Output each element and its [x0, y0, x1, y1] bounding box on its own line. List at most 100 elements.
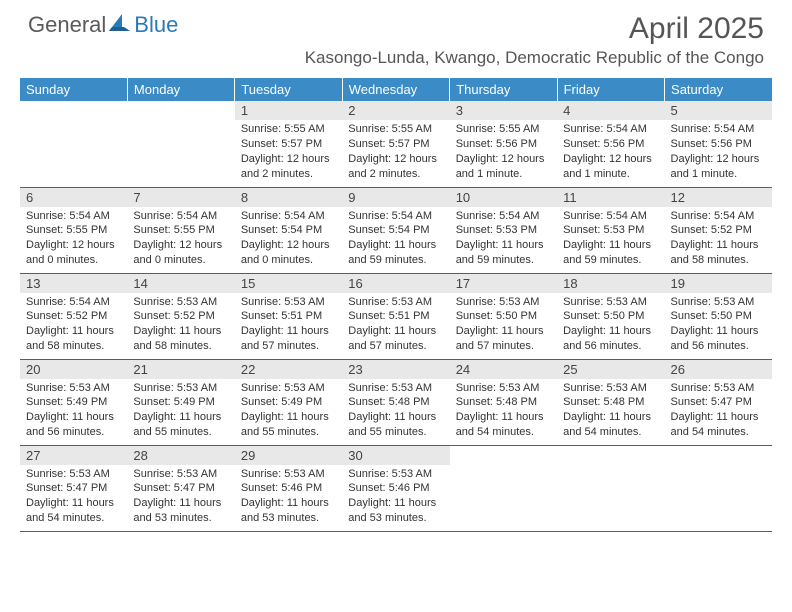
day-number: 13 [20, 274, 127, 293]
day-details: Sunrise: 5:55 AMSunset: 5:57 PMDaylight:… [342, 120, 449, 185]
day-detail-line: Sunset: 5:51 PM [241, 309, 336, 324]
day-detail-line: Daylight: 11 hours [26, 496, 121, 511]
calendar-cell: 23Sunrise: 5:53 AMSunset: 5:48 PMDayligh… [342, 359, 449, 445]
day-details: Sunrise: 5:53 AMSunset: 5:51 PMDaylight:… [235, 293, 342, 358]
calendar-cell: 6Sunrise: 5:54 AMSunset: 5:55 PMDaylight… [20, 187, 127, 273]
day-detail-line: Daylight: 12 hours [348, 152, 443, 167]
day-detail-line: Sunrise: 5:53 AM [348, 467, 443, 482]
calendar-cell: 25Sunrise: 5:53 AMSunset: 5:48 PMDayligh… [557, 359, 664, 445]
day-number: 20 [20, 360, 127, 379]
day-detail-line: and 0 minutes. [133, 253, 228, 268]
day-detail-line: Daylight: 12 hours [133, 238, 228, 253]
month-title: April 2025 [305, 12, 764, 46]
day-header: Sunday [20, 78, 127, 101]
day-detail-line: and 53 minutes. [348, 511, 443, 526]
day-detail-line: Sunrise: 5:53 AM [26, 467, 121, 482]
day-detail-line: Sunrise: 5:53 AM [26, 381, 121, 396]
day-number: 5 [665, 101, 772, 120]
day-detail-line: and 58 minutes. [133, 339, 228, 354]
day-detail-line: Sunset: 5:49 PM [133, 395, 228, 410]
day-detail-line: and 59 minutes. [456, 253, 551, 268]
day-number: 12 [665, 188, 772, 207]
calendar-cell: 26Sunrise: 5:53 AMSunset: 5:47 PMDayligh… [665, 359, 772, 445]
logo-text-blue: Blue [134, 12, 178, 38]
day-detail-line: Sunrise: 5:53 AM [241, 295, 336, 310]
day-detail-line: Sunset: 5:56 PM [671, 137, 766, 152]
day-header: Thursday [450, 78, 557, 101]
day-number: 1 [235, 101, 342, 120]
day-detail-line: and 59 minutes. [348, 253, 443, 268]
day-detail-line: Daylight: 12 hours [671, 152, 766, 167]
day-detail-line: Daylight: 11 hours [456, 238, 551, 253]
logo-sail-icon [109, 14, 131, 37]
day-detail-line: Sunrise: 5:53 AM [456, 295, 551, 310]
day-detail-line: Daylight: 12 hours [241, 238, 336, 253]
day-detail-line: and 54 minutes. [26, 511, 121, 526]
day-detail-line: Sunrise: 5:54 AM [456, 209, 551, 224]
day-detail-line: and 55 minutes. [241, 425, 336, 440]
day-detail-line: and 1 minute. [563, 167, 658, 182]
day-detail-line: Sunset: 5:52 PM [26, 309, 121, 324]
day-details: Sunrise: 5:53 AMSunset: 5:50 PMDaylight:… [665, 293, 772, 358]
day-number: 10 [450, 188, 557, 207]
calendar-cell: 11Sunrise: 5:54 AMSunset: 5:53 PMDayligh… [557, 187, 664, 273]
day-header: Saturday [665, 78, 772, 101]
calendar-table: Sunday Monday Tuesday Wednesday Thursday… [20, 78, 772, 532]
day-detail-line: and 53 minutes. [133, 511, 228, 526]
day-detail-line: Sunset: 5:50 PM [671, 309, 766, 324]
day-details: Sunrise: 5:54 AMSunset: 5:55 PMDaylight:… [127, 207, 234, 272]
day-detail-line: Daylight: 11 hours [133, 410, 228, 425]
day-detail-line: Sunset: 5:56 PM [456, 137, 551, 152]
day-details: Sunrise: 5:53 AMSunset: 5:46 PMDaylight:… [342, 465, 449, 530]
day-number: 16 [342, 274, 449, 293]
calendar-cell: 13Sunrise: 5:54 AMSunset: 5:52 PMDayligh… [20, 273, 127, 359]
day-detail-line: and 0 minutes. [241, 253, 336, 268]
calendar-week-row: 27Sunrise: 5:53 AMSunset: 5:47 PMDayligh… [20, 445, 772, 531]
day-number: 22 [235, 360, 342, 379]
day-detail-line: Sunset: 5:49 PM [241, 395, 336, 410]
day-number: 26 [665, 360, 772, 379]
day-detail-line: Daylight: 11 hours [348, 410, 443, 425]
day-detail-line: Daylight: 11 hours [563, 238, 658, 253]
day-details: Sunrise: 5:53 AMSunset: 5:51 PMDaylight:… [342, 293, 449, 358]
day-number: 28 [127, 446, 234, 465]
day-detail-line: Daylight: 11 hours [348, 496, 443, 511]
calendar-cell: 3Sunrise: 5:55 AMSunset: 5:56 PMDaylight… [450, 101, 557, 187]
day-detail-line: Daylight: 11 hours [563, 324, 658, 339]
day-detail-line: Daylight: 11 hours [671, 410, 766, 425]
calendar-cell: 19Sunrise: 5:53 AMSunset: 5:50 PMDayligh… [665, 273, 772, 359]
day-details: Sunrise: 5:54 AMSunset: 5:54 PMDaylight:… [235, 207, 342, 272]
day-detail-line: Daylight: 12 hours [563, 152, 658, 167]
day-header: Tuesday [235, 78, 342, 101]
day-detail-line: Daylight: 11 hours [241, 410, 336, 425]
day-detail-line: Sunset: 5:49 PM [26, 395, 121, 410]
day-detail-line: Sunrise: 5:53 AM [133, 295, 228, 310]
day-detail-line: Daylight: 11 hours [563, 410, 658, 425]
day-detail-line: Sunset: 5:50 PM [456, 309, 551, 324]
day-detail-line: and 54 minutes. [671, 425, 766, 440]
day-detail-line: Sunrise: 5:54 AM [26, 295, 121, 310]
calendar-cell: 21Sunrise: 5:53 AMSunset: 5:49 PMDayligh… [127, 359, 234, 445]
day-details: Sunrise: 5:53 AMSunset: 5:47 PMDaylight:… [127, 465, 234, 530]
day-detail-line: Sunset: 5:53 PM [456, 223, 551, 238]
day-number: 18 [557, 274, 664, 293]
day-number: 3 [450, 101, 557, 120]
calendar-cell: 18Sunrise: 5:53 AMSunset: 5:50 PMDayligh… [557, 273, 664, 359]
day-detail-line: Daylight: 12 hours [241, 152, 336, 167]
day-header: Monday [127, 78, 234, 101]
day-detail-line: Sunset: 5:46 PM [348, 481, 443, 496]
logo-text-general: General [28, 12, 106, 38]
day-detail-line: Sunset: 5:56 PM [563, 137, 658, 152]
calendar-cell [450, 445, 557, 531]
day-detail-line: Sunrise: 5:53 AM [348, 295, 443, 310]
calendar-body: 1Sunrise: 5:55 AMSunset: 5:57 PMDaylight… [20, 101, 772, 531]
day-detail-line: Daylight: 11 hours [456, 410, 551, 425]
day-detail-line: Sunrise: 5:55 AM [241, 122, 336, 137]
day-detail-line: Sunset: 5:47 PM [26, 481, 121, 496]
day-header-row: Sunday Monday Tuesday Wednesday Thursday… [20, 78, 772, 101]
day-header: Friday [557, 78, 664, 101]
day-detail-line: Daylight: 11 hours [671, 324, 766, 339]
day-number: 19 [665, 274, 772, 293]
day-detail-line: Sunset: 5:53 PM [563, 223, 658, 238]
day-number: 24 [450, 360, 557, 379]
